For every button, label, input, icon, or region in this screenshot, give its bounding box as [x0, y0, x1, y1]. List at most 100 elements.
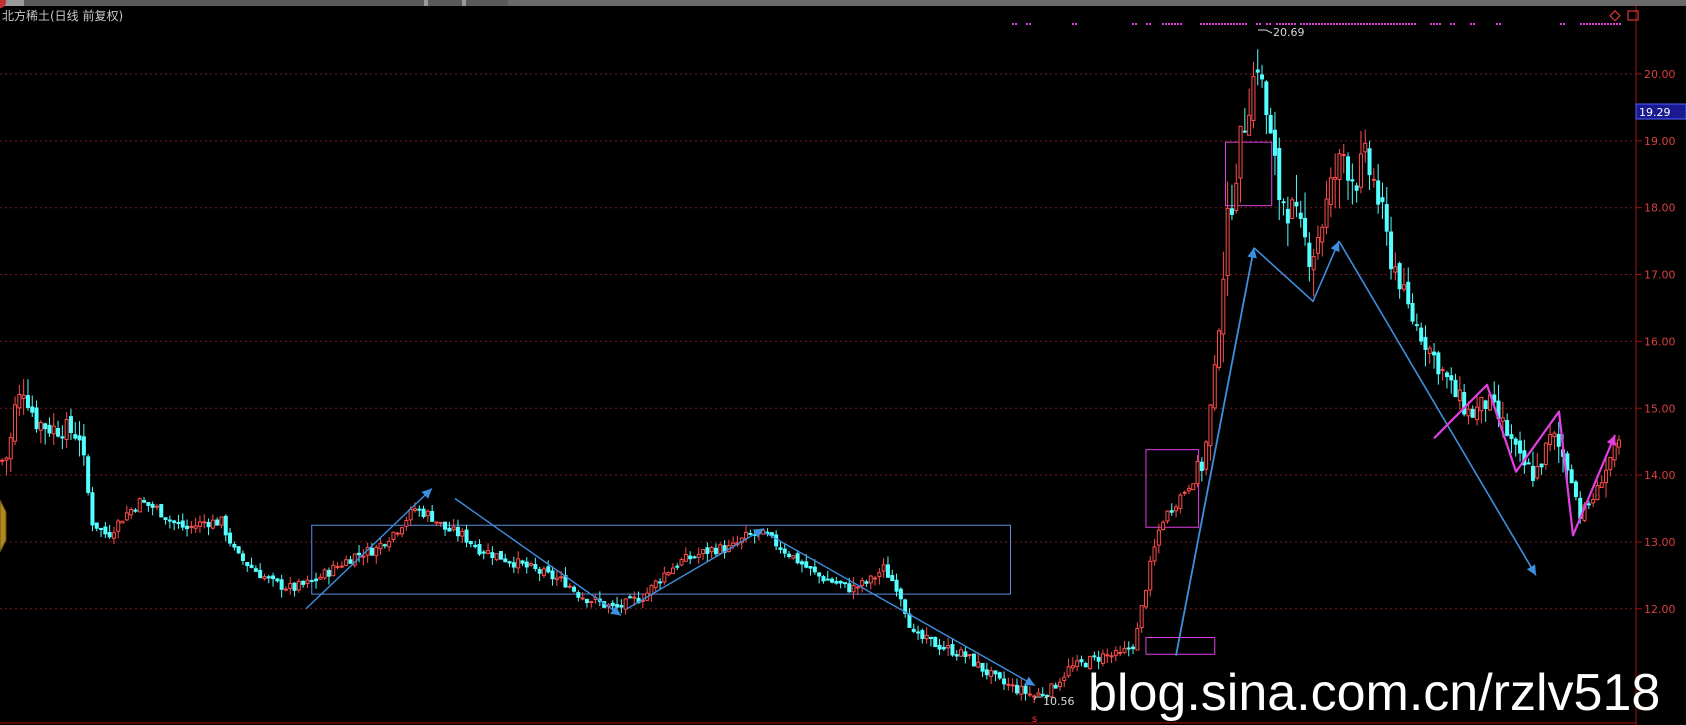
- candle-body: [1565, 453, 1570, 471]
- candle-body: [1367, 148, 1372, 176]
- candle-body: [185, 525, 190, 530]
- signal-mark: [1245, 23, 1247, 25]
- candle-body: [782, 548, 787, 554]
- candle-body: [180, 520, 185, 528]
- signal-mark: [1604, 23, 1606, 25]
- candle-body: [421, 508, 426, 518]
- signal-mark: [1348, 23, 1350, 25]
- candle-body: [1182, 491, 1187, 494]
- candle-body: [387, 540, 392, 548]
- candle-body: [494, 553, 499, 561]
- sell-signal-marker: s: [1032, 714, 1037, 725]
- signal-mark: [1592, 23, 1594, 25]
- signal-mark: [1075, 23, 1077, 25]
- signal-mark: [1375, 23, 1377, 25]
- chart-title: 北方稀土(日线 前复权): [2, 8, 123, 23]
- candle-body: [834, 580, 839, 584]
- candle-body: [778, 547, 783, 550]
- candle-body: [56, 427, 61, 437]
- signal-mark: [1309, 23, 1311, 25]
- candle-body: [232, 543, 237, 548]
- candle-body: [481, 551, 486, 554]
- candle-body: [1053, 684, 1058, 689]
- signal-mark: [1366, 23, 1368, 25]
- candle-body: [1341, 154, 1346, 157]
- signal-mark: [1324, 23, 1326, 25]
- signal-mark: [1405, 23, 1407, 25]
- signal-mark: [1012, 23, 1014, 25]
- candle-body: [38, 422, 43, 431]
- candle-body: [245, 562, 250, 566]
- left-scroll-handle[interactable]: [0, 499, 7, 553]
- candle-body: [589, 600, 594, 603]
- diamond-icon[interactable]: [1609, 10, 1621, 22]
- candle-body: [1036, 692, 1041, 696]
- signal-mark: [1259, 23, 1261, 25]
- candle-body: [1518, 440, 1523, 454]
- candle-body: [1526, 462, 1531, 465]
- candle-body: [1552, 432, 1557, 438]
- candle-body: [352, 553, 357, 566]
- candle-body: [1161, 521, 1166, 531]
- candle-body: [533, 564, 538, 569]
- candle-body: [529, 563, 534, 566]
- candle-body: [279, 579, 284, 590]
- candle-body: [1152, 546, 1157, 562]
- panel-toggle-icon[interactable]: [1627, 10, 1639, 21]
- candle-body: [1543, 442, 1548, 465]
- candle-body: [662, 572, 667, 583]
- signal-mark: [1256, 23, 1258, 25]
- signal-mark: [1306, 23, 1308, 25]
- candle-body: [25, 395, 30, 408]
- candle-body: [1303, 217, 1308, 238]
- candle-body: [236, 546, 241, 554]
- candle-body: [812, 566, 817, 573]
- candle-body: [1466, 408, 1471, 417]
- current-price-box: [1635, 103, 1686, 120]
- arrow-head: [1024, 676, 1035, 686]
- candle-body: [1096, 656, 1101, 662]
- candle-body: [142, 500, 147, 503]
- candle-body: [1337, 153, 1342, 180]
- signal-mark: [1613, 23, 1615, 25]
- candle-body: [305, 579, 310, 584]
- candle-body: [99, 527, 104, 530]
- candle-body: [993, 670, 998, 675]
- candle-body: [1397, 263, 1402, 290]
- trend-arrow: [454, 497, 622, 617]
- candle-body: [769, 532, 774, 536]
- candle-body: [318, 576, 323, 580]
- candlestick-series[interactable]: [0, 49, 1621, 704]
- candle-body: [580, 597, 585, 600]
- candle-body: [283, 588, 288, 591]
- signal-mark: [1269, 23, 1271, 25]
- candle-body: [941, 646, 946, 650]
- candle-body: [103, 526, 108, 535]
- candle-body: [77, 435, 82, 441]
- candle-body: [705, 547, 710, 555]
- candle-body: [361, 555, 366, 558]
- candle-body: [228, 532, 233, 544]
- candle-body: [795, 553, 800, 564]
- candle-body: [1380, 197, 1385, 203]
- candle-body: [94, 522, 99, 529]
- price-tick-label: 14.00: [1644, 469, 1676, 482]
- signal-mark: [1072, 23, 1074, 25]
- candle-body: [997, 672, 1002, 679]
- candle-body: [868, 575, 873, 584]
- candle-body: [1449, 375, 1454, 381]
- candle-body: [47, 424, 52, 434]
- candle-body: [1457, 389, 1462, 402]
- candle-body: [709, 547, 714, 553]
- top-signal-marks: [1012, 23, 1621, 25]
- signal-mark: [1601, 23, 1603, 25]
- candle-body: [774, 534, 779, 547]
- trend-arrow: [305, 487, 433, 610]
- candle-body: [520, 560, 525, 564]
- candle-body: [464, 529, 469, 543]
- candle-body: [1186, 487, 1191, 492]
- candle-body: [787, 553, 792, 557]
- candle-body: [1169, 510, 1174, 513]
- candle-body: [1307, 242, 1312, 267]
